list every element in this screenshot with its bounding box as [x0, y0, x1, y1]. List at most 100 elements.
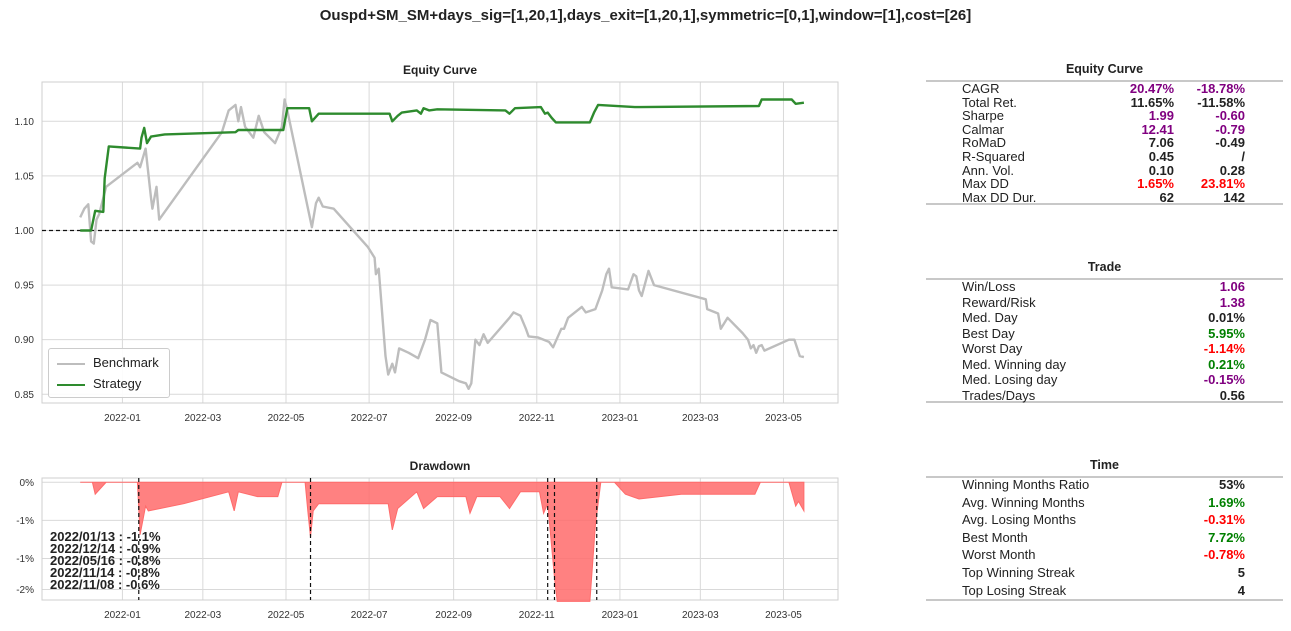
- stats-row: Best Month 7.72%: [962, 529, 1245, 545]
- stats-row-value: 53%: [1218, 477, 1245, 492]
- stats-row: Winning Months Ratio 53%: [962, 478, 1245, 492]
- equity-xtick-6: 2023-01: [602, 413, 639, 424]
- equity-ytick-4: 1.05: [15, 171, 35, 182]
- stats-row-strategy-value: 11.65%: [1130, 94, 1174, 110]
- stats-row-label: Sharpe: [962, 108, 1004, 124]
- stats-row-label: Top Winning Streak: [962, 565, 1075, 580]
- stats-row-label: Win/Loss: [962, 279, 1016, 294]
- stats-row-value: 4: [1237, 582, 1245, 598]
- stats-row-strategy-value: 0.10: [1148, 162, 1174, 178]
- stats-row-value: 0.56: [1219, 387, 1245, 403]
- equity-series-strategy: [80, 98, 805, 232]
- stats-row: Top Losing Streak 4: [962, 582, 1245, 598]
- stats-row-value: 0.01%: [1208, 310, 1245, 325]
- stats-row-label: Trades/Days: [962, 387, 1036, 403]
- stats-row-strategy-value: 0.45: [1148, 149, 1174, 164]
- stats-row-benchmark-value: -11.58%: [1197, 94, 1245, 110]
- stats-time-bottom-rule: [926, 599, 1283, 601]
- equity-series-benchmark: [79, 98, 805, 390]
- stats-row-benchmark-value: -0.49: [1215, 135, 1245, 151]
- equity-ytick-5: 1.10: [15, 117, 35, 128]
- stats-time-top-rule: [926, 476, 1283, 478]
- equity-xtick-4: 2022-09: [435, 413, 472, 424]
- equity-xtick-0: 2022-01: [104, 413, 141, 424]
- stats-row-label: Best Month: [962, 529, 1028, 545]
- stats-row-value: 1.06: [1219, 279, 1245, 294]
- drawdown-ytick-0: 0%: [20, 478, 35, 489]
- stats-row-label: R-Squared: [962, 149, 1025, 164]
- drawdown-xtick-7: 2023-03: [682, 610, 719, 621]
- drawdown-xtick-1: 2022-03: [184, 610, 221, 621]
- figure-title: Ouspd+SM_SM+days_sig=[1,20,1],days_exit=…: [319, 7, 972, 24]
- stats-row: Max DD 1.65% 23.81%: [962, 177, 1245, 191]
- stats-row-strategy-value: 20.47%: [1129, 81, 1174, 96]
- stats-time-title: Time: [1090, 458, 1119, 472]
- stats-row: CAGR 20.47% -18.78%: [962, 82, 1245, 96]
- equity-ytick-1: 0.90: [15, 335, 35, 346]
- stats-row-label: Reward/Risk: [962, 294, 1036, 310]
- stats-row-value: -0.15%: [1203, 372, 1245, 387]
- stats-row-strategy-value: 1.65%: [1137, 176, 1174, 192]
- stats-row-label: RoMaD: [962, 135, 1007, 151]
- stats-row-label: Top Losing Streak: [962, 582, 1067, 598]
- stats-row-label: CAGR: [962, 81, 1000, 96]
- stats-row-value: 1.38: [1219, 294, 1245, 310]
- stats-row: Reward/Risk 1.38: [962, 294, 1245, 310]
- stats-row: R-Squared 0.45 /: [962, 150, 1245, 164]
- stats-row: Med. Losing day -0.15%: [962, 373, 1245, 387]
- stats-equity-top-rule: [926, 80, 1283, 82]
- equity-xtick-3: 2022-07: [351, 413, 388, 424]
- stats-row-label: Worst Day: [962, 341, 1023, 356]
- stats-row: Med. Day 0.01%: [962, 311, 1245, 325]
- stats-row-label: Max DD: [962, 176, 1009, 192]
- equity-legend: Benchmark Strategy: [48, 348, 170, 398]
- stats-row-label: Max DD Dur.: [962, 189, 1037, 205]
- legend-item-strategy: Strategy: [57, 374, 141, 394]
- legend-label-benchmark: Benchmark: [93, 355, 159, 370]
- equity-ytick-0: 0.85: [15, 390, 35, 401]
- drawdown-xtick-6: 2023-01: [602, 610, 639, 621]
- drawdown-annotation-5: 2022/11/08 : -0.6%: [50, 577, 160, 592]
- stats-row-strategy-value: 62: [1159, 189, 1174, 205]
- stats-row-label: Best Day: [962, 325, 1015, 341]
- stats-row: RoMaD 7.06 -0.49: [962, 136, 1245, 150]
- stats-row-label: Med. Day: [962, 310, 1018, 325]
- stats-row-strategy-value: 12.41: [1141, 121, 1174, 137]
- stats-row-value: 5.95%: [1208, 325, 1245, 341]
- stats-row-benchmark-value: -18.78%: [1196, 81, 1245, 96]
- drawdown-annotation-2: 2022/12/14 : -0.9%: [50, 541, 161, 556]
- drawdown-xtick-0: 2022-01: [104, 610, 141, 621]
- equity-ytick-3: 1.00: [15, 226, 35, 237]
- stats-row-value: -0.78%: [1203, 547, 1245, 563]
- stats-row: Med. Winning day 0.21%: [962, 356, 1245, 372]
- equity-xtick-5: 2022-11: [519, 413, 555, 424]
- stats-row: Trades/Days 0.56: [962, 387, 1245, 403]
- stats-row: Avg. Winning Months 1.69%: [962, 495, 1245, 510]
- drawdown-area: [80, 481, 805, 602]
- stats-row: Avg. Losing Months -0.31%: [962, 513, 1245, 527]
- stats-equity-bottom-rule: [926, 203, 1283, 205]
- drawdown-xtick-2: 2022-05: [268, 610, 305, 621]
- equity-xtick-1: 2022-03: [184, 413, 221, 424]
- stats-row-label: Avg. Losing Months: [962, 512, 1076, 528]
- stats-row-value: 0.21%: [1208, 356, 1245, 372]
- stats-row-strategy-value: 7.06: [1148, 135, 1174, 151]
- stats-row-label: Med. Losing day: [962, 372, 1058, 387]
- stats-row: Best Day 5.95%: [962, 325, 1245, 341]
- stats-row-benchmark-value: 0.28: [1219, 162, 1245, 178]
- equity-xtick-2: 2022-05: [268, 413, 305, 424]
- stats-row-benchmark-value: -0.60: [1215, 108, 1245, 124]
- stats-row: Max DD Dur. 62 142: [962, 189, 1245, 205]
- drawdown-xtick-3: 2022-07: [351, 610, 388, 621]
- drawdown-xtick-4: 2022-09: [435, 610, 472, 621]
- stats-row-label: Winning Months Ratio: [962, 477, 1090, 492]
- stats-time-table: Time Winning Months Ratio 53% Avg. Winning…: [926, 456, 1283, 606]
- stats-trade-bottom-rule: [926, 401, 1283, 403]
- stats-row-value: 5: [1237, 565, 1245, 580]
- stats-row-value: -1.14%: [1203, 341, 1245, 356]
- stats-row: Top Winning Streak 5: [962, 566, 1245, 580]
- legend-item-benchmark: Benchmark: [57, 353, 159, 373]
- stats-row-label: Calmar: [962, 121, 1004, 137]
- stats-row: Ann. Vol. 0.10 0.28: [962, 162, 1245, 178]
